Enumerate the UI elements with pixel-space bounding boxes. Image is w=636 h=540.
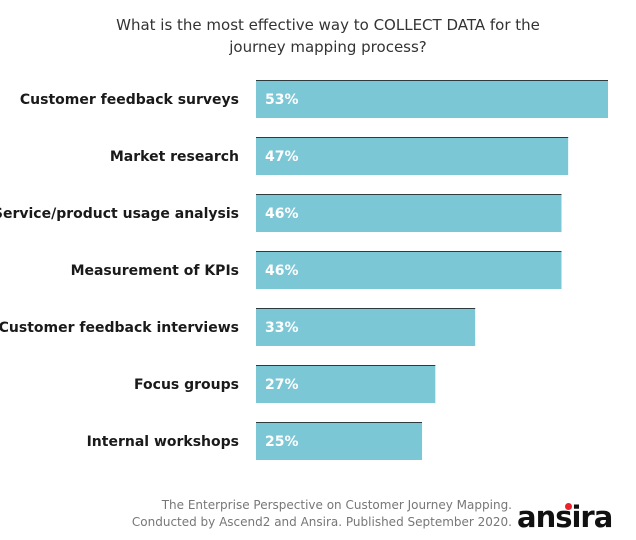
bar-chart: Customer feedback surveys 53% Market resea…	[0, 80, 608, 460]
chart-title-line-1: What is the most effective way to COLLEC…	[116, 16, 540, 34]
chart-title-line-2: journey mapping process?	[229, 38, 427, 56]
chart-title: What is the most effective way to COLLEC…	[0, 14, 636, 58]
value-label-customer-feedback-interviews: 33%	[265, 320, 299, 336]
value-label-customer-feedback-surveys: 53%	[265, 92, 299, 108]
source-note-line-1: The Enterprise Perspective on Customer J…	[161, 498, 512, 512]
logo-accent-dot	[565, 503, 572, 510]
value-label-measurement-of-kpis: 46%	[265, 263, 299, 279]
category-label-internal-workshops: Internal workshops	[87, 434, 239, 450]
bar-market-research	[256, 137, 569, 175]
category-label-customer-feedback-interviews: Customer feedback interviews	[0, 320, 239, 336]
bar-measurement-of-kpis	[256, 251, 562, 289]
category-label-measurement-of-kpis: Measurement of KPIs	[71, 263, 239, 279]
category-label-market-research: Market research	[110, 149, 239, 165]
value-label-focus-groups: 27%	[265, 377, 299, 393]
bar-customer-feedback-surveys	[256, 80, 608, 118]
source-note-line-2: Conducted by Ascend2 and Ansira. Publish…	[131, 515, 512, 529]
source-note: The Enterprise Perspective on Customer J…	[132, 497, 512, 531]
ansira-logo: ansira	[517, 500, 613, 534]
bar-service-product-usage-analysis	[256, 194, 562, 232]
value-label-internal-workshops: 25%	[265, 434, 299, 450]
category-label-service-product-usage-analysis: Service/product usage analysis	[0, 206, 239, 222]
bar-focus-groups	[256, 365, 436, 403]
bar-internal-workshops	[256, 422, 423, 460]
category-label-customer-feedback-surveys: Customer feedback surveys	[20, 92, 239, 108]
value-label-service-product-usage-analysis: 46%	[265, 206, 299, 222]
bar-customer-feedback-interviews	[256, 308, 476, 346]
category-label-focus-groups: Focus groups	[134, 377, 239, 393]
value-label-market-research: 47%	[265, 149, 299, 165]
